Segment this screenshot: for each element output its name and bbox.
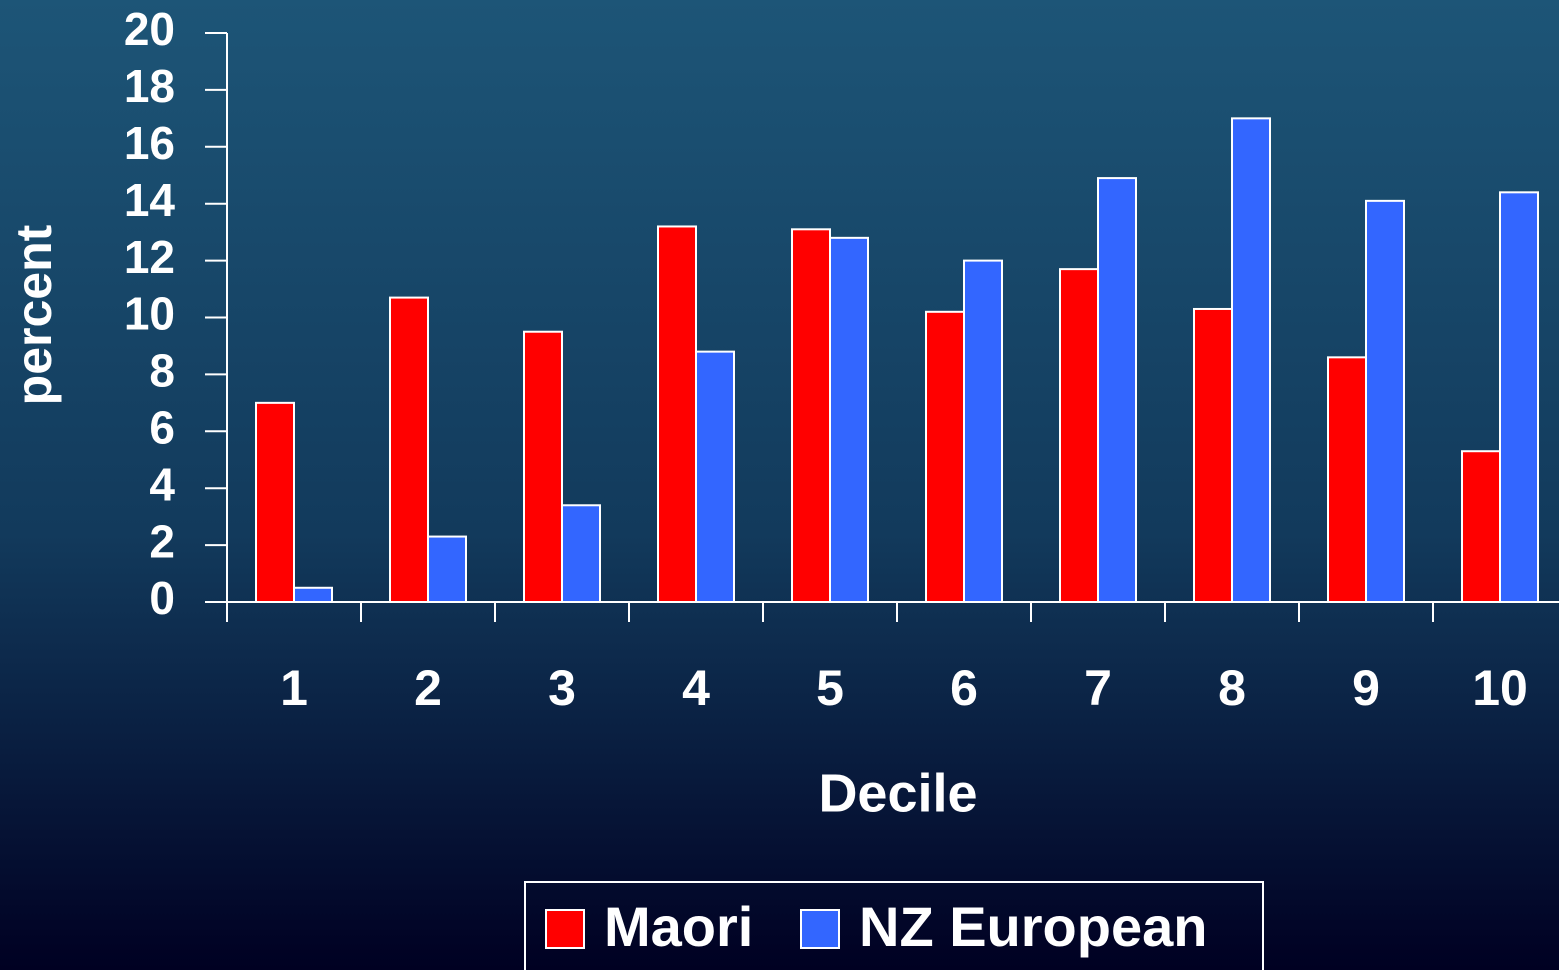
y-tick-label: 12 [124, 231, 175, 283]
bar [1097, 177, 1137, 603]
x-tick-label: 10 [1472, 660, 1528, 716]
bar [389, 296, 429, 603]
bar [1059, 268, 1099, 603]
legend-swatch [545, 909, 585, 949]
bar [829, 236, 869, 603]
bar [1365, 199, 1405, 603]
y-axis-label: percent [6, 224, 62, 405]
x-axis-label: Decile [818, 763, 977, 823]
bar [963, 259, 1003, 603]
y-tick-label: 14 [124, 174, 176, 226]
x-tick-label: 3 [548, 660, 576, 716]
bar [1327, 356, 1367, 603]
bar [925, 310, 965, 603]
bar [427, 535, 467, 603]
bar [561, 504, 601, 603]
x-tick-label: 1 [280, 660, 308, 716]
x-tick-label: 4 [682, 660, 710, 716]
bar [293, 586, 333, 604]
y-tick-label: 0 [149, 572, 175, 624]
y-tick-label: 8 [149, 345, 175, 397]
bar [1499, 191, 1539, 603]
bar [695, 350, 735, 604]
y-tick-label: 4 [149, 458, 175, 510]
bar [255, 401, 295, 603]
bar [1231, 117, 1271, 603]
bar [1193, 307, 1233, 603]
y-tick-label: 6 [149, 401, 175, 453]
legend-label: NZ European [859, 895, 1207, 958]
y-tick-label: 16 [124, 117, 175, 169]
bar [1461, 450, 1501, 603]
y-tick-label: 2 [149, 515, 175, 567]
legend-label: Maori [604, 895, 753, 958]
bar [791, 228, 831, 603]
bar [657, 225, 697, 604]
y-tick-label: 18 [124, 60, 175, 112]
x-tick-label: 6 [950, 660, 978, 716]
legend-box [524, 881, 1264, 970]
legend-swatch [800, 909, 840, 949]
bar [523, 330, 563, 603]
x-tick-label: 5 [816, 660, 844, 716]
x-tick-label: 2 [414, 660, 442, 716]
y-tick-label: 10 [124, 288, 175, 340]
x-tick-label: 9 [1352, 660, 1380, 716]
x-tick-label: 7 [1084, 660, 1112, 716]
x-tick-label: 8 [1218, 660, 1246, 716]
y-tick-label: 20 [124, 3, 175, 55]
